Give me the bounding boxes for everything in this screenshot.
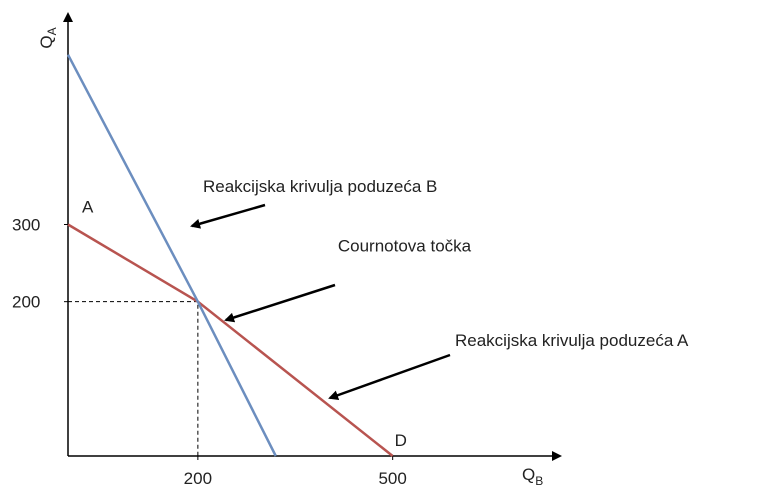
point-label: A <box>82 197 94 216</box>
x-tick-label: 200 <box>184 469 212 488</box>
y-tick-label: 200 <box>12 293 40 312</box>
point-label: D <box>395 431 407 450</box>
arrow <box>190 203 266 229</box>
y-tick-label: 300 <box>12 215 40 234</box>
series-line <box>66 54 277 457</box>
series-line <box>67 223 394 457</box>
y-axis-label: QA <box>37 27 59 48</box>
series-label: Reakcijska krivulja poduzeća B <box>203 177 437 196</box>
point-label: Cournotova točka <box>338 237 472 256</box>
guide-line <box>68 301 199 456</box>
series-label: Reakcijska krivulja poduzeća A <box>455 331 689 350</box>
x-tick-label: 500 <box>378 469 406 488</box>
arrow <box>328 353 451 401</box>
x-axis-label: QB <box>522 465 543 488</box>
arrow <box>224 283 336 323</box>
